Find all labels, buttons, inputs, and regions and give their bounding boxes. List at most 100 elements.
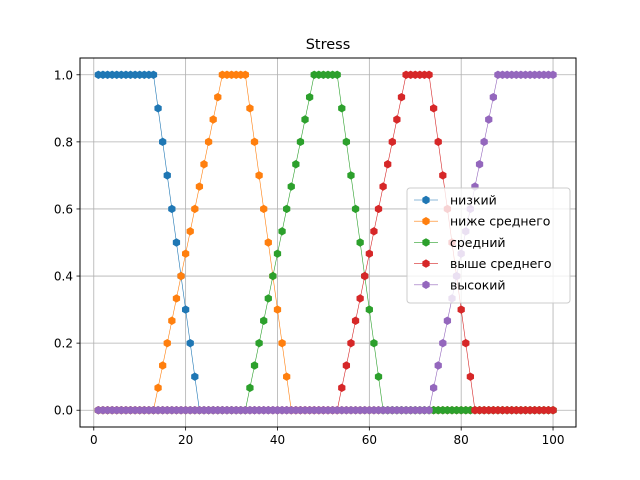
data-point [434, 361, 442, 370]
data-point [168, 316, 176, 325]
legend-marker [422, 259, 430, 268]
data-point [370, 338, 378, 348]
data-point [305, 92, 314, 102]
y-tick-label: 0.4 [54, 270, 73, 284]
data-point [260, 204, 268, 214]
legend-label: средний [450, 235, 506, 250]
legend-item: высокий [414, 277, 506, 292]
legend-box [406, 187, 571, 304]
data-point [425, 406, 433, 415]
x-tick-label: 40 [270, 433, 285, 447]
legend-item: низкий [414, 193, 497, 208]
data-point [186, 227, 194, 236]
data-point [397, 92, 406, 102]
data-point [347, 338, 355, 348]
data-point [246, 383, 254, 393]
data-point [292, 160, 300, 169]
data-point [195, 182, 204, 191]
data-point [204, 137, 213, 147]
x-tick-label: 100 [542, 433, 565, 447]
x-tick-label: 0 [90, 433, 98, 447]
data-point [214, 92, 222, 102]
data-point [255, 338, 263, 348]
y-tick-label: 1.0 [54, 68, 73, 82]
chart-title: Stress [306, 37, 351, 53]
data-point [374, 204, 383, 214]
data-point [338, 104, 346, 113]
data-point [181, 249, 190, 258]
data-point [273, 305, 282, 314]
data-point [283, 204, 291, 214]
data-point [273, 249, 282, 258]
y-tick-label: 0.8 [54, 135, 73, 149]
data-point [338, 383, 346, 393]
data-point [374, 372, 383, 381]
data-point [489, 92, 497, 102]
legend-marker [422, 217, 430, 226]
data-point [384, 160, 392, 169]
x-tick-label: 20 [178, 433, 193, 447]
legend-item: средний [414, 235, 506, 250]
data-point [172, 294, 181, 303]
data-point [246, 104, 254, 113]
data-point [393, 115, 401, 124]
data-point [177, 271, 185, 281]
data-point [462, 338, 470, 348]
legend-label: высокий [450, 277, 506, 292]
data-point [549, 406, 557, 415]
data-point [342, 137, 351, 147]
data-point [434, 137, 442, 147]
data-point [365, 305, 373, 314]
data-point [200, 160, 208, 169]
axis-ticks: 0 20 40 60 80 100 0.0 0.2 0.4 0.6 0.8 1.0 [54, 68, 565, 447]
data-point [439, 338, 447, 348]
data-point [163, 171, 171, 180]
data-point [159, 361, 167, 370]
plot-frame [79, 57, 577, 428]
data-point [439, 171, 447, 180]
legend-item: выше среднего [414, 256, 552, 271]
data-point [269, 271, 277, 281]
data-point [154, 383, 162, 393]
data-point [283, 372, 291, 381]
data-point [480, 137, 488, 147]
data-point [466, 372, 475, 381]
data-point [485, 115, 493, 124]
data-point [278, 338, 286, 348]
data-point [296, 137, 305, 147]
data-point [163, 338, 171, 348]
legend-marker [422, 238, 430, 247]
data-point [429, 383, 438, 393]
data-point [347, 171, 355, 180]
legend-marker [422, 280, 430, 289]
data-point [388, 137, 396, 147]
legend-label: ниже среднего [450, 214, 550, 229]
data-point [361, 271, 369, 281]
data-point [260, 316, 268, 325]
data-point [159, 137, 167, 147]
data-point [181, 305, 190, 314]
data-point [351, 204, 360, 214]
data-point [241, 70, 249, 79]
y-tick-label: 0.0 [54, 404, 73, 418]
legend-label: низкий [450, 193, 497, 208]
data-point [255, 171, 263, 180]
legend-item: ниже среднего [414, 214, 550, 229]
data-point [370, 227, 378, 236]
series-layer [94, 70, 557, 415]
data-point [186, 338, 194, 348]
data-point [457, 305, 465, 314]
x-tick-label: 80 [454, 433, 469, 447]
data-point [443, 316, 452, 325]
data-point [356, 294, 364, 303]
data-point [264, 294, 272, 303]
data-point [191, 372, 199, 381]
data-point [475, 160, 484, 169]
y-tick-label: 0.2 [54, 337, 73, 351]
data-point [351, 316, 360, 325]
data-point [172, 238, 181, 247]
y-tick-label: 0.6 [54, 202, 73, 216]
data-point [342, 361, 351, 370]
data-point [301, 115, 309, 124]
data-point [149, 70, 158, 79]
